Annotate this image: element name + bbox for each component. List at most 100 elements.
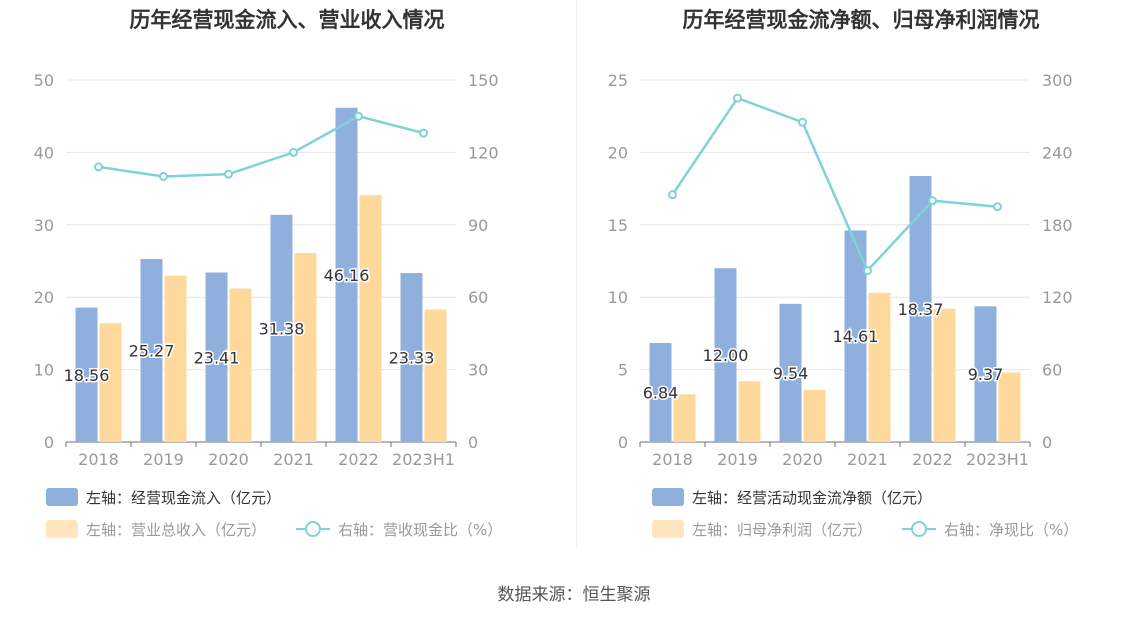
bar-primary: [714, 268, 737, 442]
y-left-tick-label: 15: [608, 216, 628, 235]
y-right-tick-label: 150: [468, 71, 499, 90]
bar-primary: [974, 306, 997, 442]
line-point: [668, 190, 677, 200]
x-tick-label: 2018: [652, 450, 693, 469]
line-point: [354, 111, 363, 121]
y-right-tick-label: 90: [468, 216, 488, 235]
data-label: 6.84: [643, 383, 679, 402]
legend-item-net-cashflow[interactable]: 左轴：经营活动现金流净额（亿元）: [652, 485, 932, 509]
bar-primary: [844, 230, 867, 442]
legend-item-cash-revenue-ratio[interactable]: 右轴：营收现金比（%）: [296, 517, 502, 541]
y-left-tick-label: 40: [34, 143, 54, 162]
x-tick-label: 2023H1: [392, 450, 455, 469]
legend-swatch: [296, 520, 330, 538]
data-label: 23.33: [389, 349, 435, 368]
bar-primary: [649, 342, 672, 442]
legend-swatch: [652, 488, 684, 506]
data-source-note: 数据来源：恒生聚源: [497, 585, 651, 605]
legend-label: 左轴：经营现金流入（亿元）: [86, 488, 282, 507]
y-left-tick-label: 10: [608, 288, 628, 307]
bar-secondary: [294, 253, 317, 442]
x-tick-label: 2019: [717, 450, 758, 469]
bar-primary: [270, 214, 293, 442]
chart-panel-cashflow-inflow: 历年经营现金流入、营业收入情况 0 0 10 30 20 60 30 90 40 120 50 150…: [0, 0, 574, 560]
x-tick-label: 2021: [847, 450, 888, 469]
bar-primary: [335, 107, 358, 442]
y-left-tick-label: 20: [34, 288, 54, 307]
x-tick-label: 2020: [208, 450, 249, 469]
legend-label: 左轴：经营活动现金流净额（亿元）: [692, 488, 933, 507]
data-label: 46.16: [324, 266, 370, 285]
bar-primary: [75, 307, 98, 442]
y-right-tick-label: 180: [1042, 216, 1073, 235]
bar-secondary: [933, 308, 956, 442]
y-left-tick-label: 20: [608, 143, 628, 162]
y-right-tick-label: 300: [1042, 71, 1073, 90]
y-right-tick-label: 0: [1042, 433, 1052, 452]
data-label: 25.27: [129, 342, 175, 361]
data-label: 18.37: [898, 300, 944, 319]
legend-label: 右轴：营收现金比（%）: [338, 520, 503, 539]
bar-primary: [909, 176, 932, 443]
bar-secondary: [99, 323, 122, 442]
y-right-tick-label: 30: [468, 361, 488, 380]
line-point: [798, 117, 807, 127]
x-tick-label: 2021: [273, 450, 314, 469]
bar-secondary: [998, 372, 1021, 442]
line-point: [928, 196, 937, 206]
bar-secondary: [229, 288, 252, 442]
x-tick-label: 2019: [143, 450, 184, 469]
y-right-tick-label: 240: [1042, 143, 1073, 162]
legend-label: 左轴：营业总收入（亿元）: [86, 520, 267, 539]
legend-swatch: [652, 520, 684, 538]
legend-item-cash-inflow[interactable]: 左轴：经营现金流入（亿元）: [46, 485, 281, 509]
bar-secondary: [164, 275, 187, 442]
y-right-tick-label: 120: [1042, 288, 1073, 307]
data-label: 9.54: [773, 364, 809, 383]
y-right-tick-label: 0: [468, 433, 478, 452]
y-right-tick-label: 60: [468, 288, 488, 307]
legend-label: 右轴：净现比（%）: [944, 520, 1079, 539]
y-left-tick-label: 0: [44, 433, 54, 452]
legend-item-net-profit[interactable]: 左轴：归母净利润（亿元）: [652, 517, 872, 541]
line-point: [419, 128, 428, 138]
data-label: 23.41: [194, 348, 240, 367]
y-right-tick-label: 120: [468, 143, 499, 162]
x-tick-label: 2023H1: [966, 450, 1029, 469]
legend-label: 左轴：归母净利润（亿元）: [692, 520, 873, 539]
chart-net-cashflow-net-profit: 0 0 5 60 10 120 15 180 20 240 25 300 2018 2019 2020 202…: [608, 71, 1073, 469]
legend-swatch: [46, 520, 78, 538]
bar-primary: [140, 259, 163, 442]
line-point: [94, 162, 103, 172]
bar-secondary: [738, 381, 761, 442]
bar-primary: [205, 272, 228, 442]
y-right-tick-label: 60: [1042, 361, 1062, 380]
y-left-tick-label: 25: [608, 71, 628, 90]
data-label: 14.61: [833, 327, 879, 346]
line-point: [863, 266, 872, 276]
legend-item-revenue[interactable]: 左轴：营业总收入（亿元）: [46, 517, 266, 541]
bar-primary: [779, 303, 802, 442]
line-point: [733, 93, 742, 103]
x-tick-label: 2020: [782, 450, 823, 469]
data-label: 31.38: [259, 319, 305, 338]
legend-swatch: [902, 520, 936, 538]
line-point: [224, 169, 233, 179]
chart-title: 历年经营现金流净额、归母净利润情况: [682, 8, 1040, 32]
chart-panel-net-cashflow: 历年经营现金流净额、归母净利润情况 0 0 5 60 10 120 15 180 20 240 25…: [574, 0, 1148, 560]
legend-item-net-cash-ratio[interactable]: 右轴：净现比（%）: [902, 517, 1078, 541]
data-label: 18.56: [64, 366, 110, 385]
line-point: [993, 202, 1002, 212]
data-label: 9.37: [968, 365, 1004, 384]
data-label: 12.00: [703, 346, 749, 365]
y-left-tick-label: 0: [618, 433, 628, 452]
line-point: [159, 172, 168, 182]
bar-secondary: [803, 389, 826, 442]
legend-swatch: [46, 488, 78, 506]
chart-cashflow-inflow-revenue: 0 0 10 30 20 60 30 90 40 120 50 150 2018 2019 2020 2021…: [34, 71, 499, 469]
y-left-tick-label: 50: [34, 71, 54, 90]
bar-secondary: [673, 394, 696, 442]
panel-divider: [576, 0, 577, 550]
line-point: [289, 147, 298, 157]
y-left-tick-label: 5: [618, 361, 628, 380]
